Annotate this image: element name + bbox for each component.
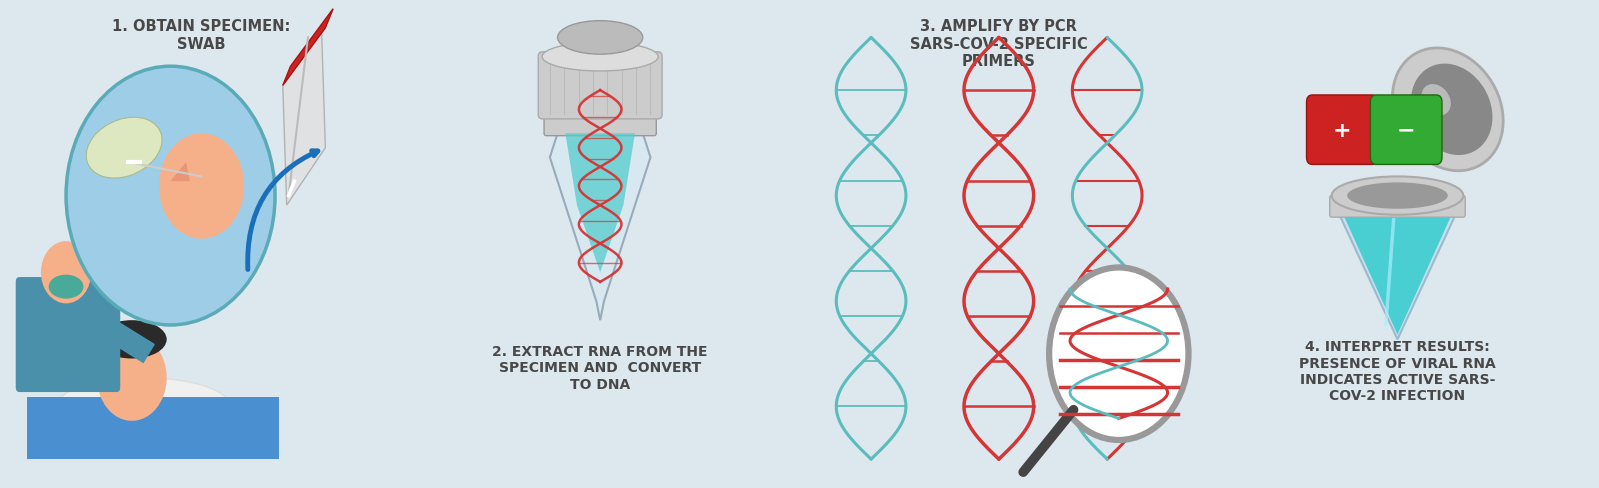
Ellipse shape — [98, 321, 166, 359]
Polygon shape — [566, 134, 635, 273]
Circle shape — [66, 67, 275, 325]
FancyBboxPatch shape — [1306, 96, 1378, 165]
Ellipse shape — [48, 275, 83, 299]
FancyBboxPatch shape — [1193, 0, 1599, 488]
Polygon shape — [27, 397, 278, 459]
Circle shape — [98, 335, 166, 421]
Polygon shape — [550, 134, 651, 321]
Ellipse shape — [542, 43, 659, 72]
FancyBboxPatch shape — [544, 113, 656, 137]
Polygon shape — [283, 10, 333, 86]
Text: 2. EXTRACT RNA FROM THE
SPECIMEN AND  CONVERT
TO DNA: 2. EXTRACT RNA FROM THE SPECIMEN AND CON… — [492, 345, 708, 391]
Ellipse shape — [1332, 177, 1463, 215]
FancyBboxPatch shape — [395, 0, 806, 488]
Polygon shape — [1343, 215, 1452, 335]
Text: 4. INTERPRET RESULTS:
PRESENCE OF VIRAL RNA
INDICATES ACTIVE SARS-
COV-2 INFECTI: 4. INTERPRET RESULTS: PRESENCE OF VIRAL … — [1298, 340, 1495, 402]
Polygon shape — [1340, 215, 1455, 340]
Polygon shape — [171, 163, 190, 182]
Ellipse shape — [1410, 64, 1492, 156]
FancyBboxPatch shape — [793, 0, 1204, 488]
FancyBboxPatch shape — [0, 0, 406, 488]
Ellipse shape — [558, 21, 643, 55]
Ellipse shape — [1422, 85, 1450, 116]
FancyBboxPatch shape — [539, 53, 662, 120]
Circle shape — [1049, 268, 1188, 440]
FancyBboxPatch shape — [1330, 196, 1465, 218]
Circle shape — [42, 242, 91, 304]
Text: 1. OBTAIN SPECIMEN:
SWAB: 1. OBTAIN SPECIMEN: SWAB — [112, 19, 291, 52]
FancyBboxPatch shape — [1370, 96, 1442, 165]
Polygon shape — [283, 29, 325, 206]
Ellipse shape — [56, 378, 230, 435]
Ellipse shape — [1348, 183, 1447, 209]
Circle shape — [158, 134, 245, 239]
Text: +: + — [1334, 121, 1351, 141]
Ellipse shape — [1393, 49, 1503, 171]
FancyBboxPatch shape — [16, 278, 120, 392]
Ellipse shape — [86, 118, 161, 179]
Text: −: − — [1396, 121, 1415, 141]
Polygon shape — [66, 297, 155, 364]
Text: 3. AMPLIFY BY PCR
SARS-COV-2 SPECIFIC
PRIMERS: 3. AMPLIFY BY PCR SARS-COV-2 SPECIFIC PR… — [910, 19, 1087, 69]
